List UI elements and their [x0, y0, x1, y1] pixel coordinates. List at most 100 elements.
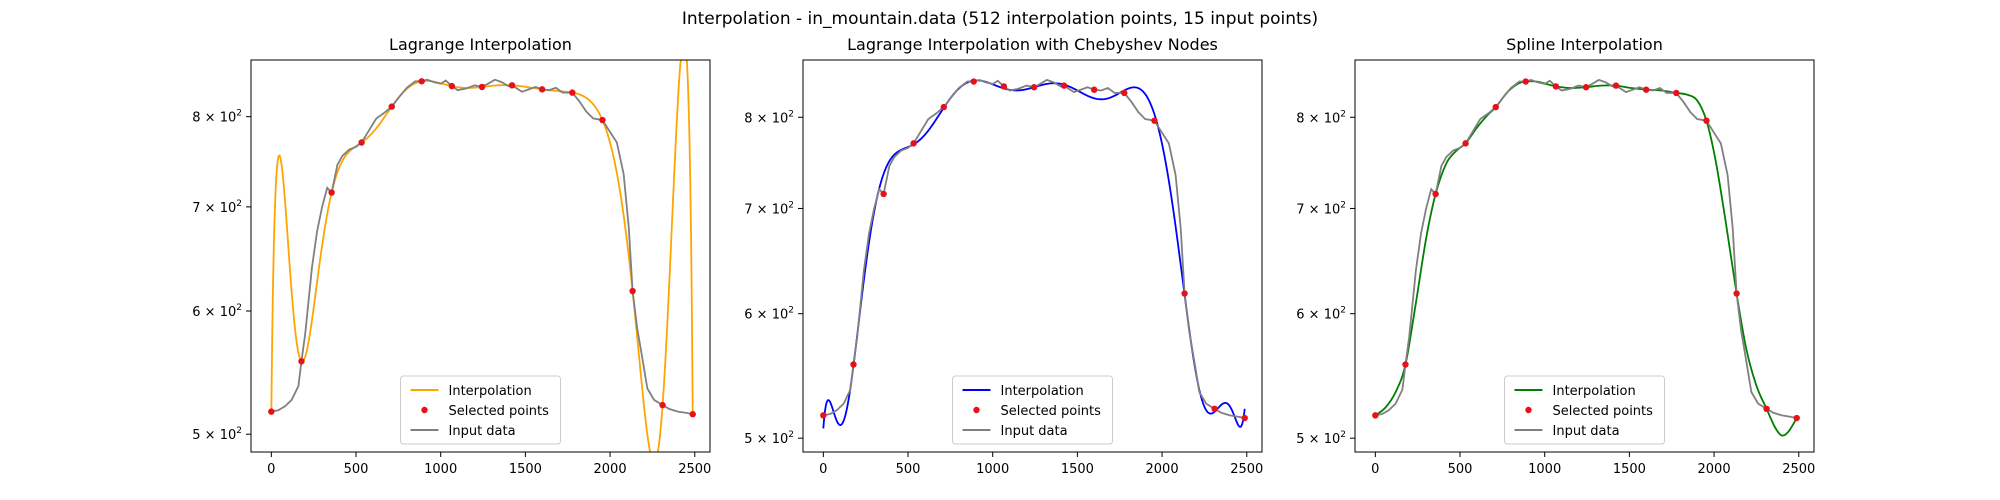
y-tick-label: 5 × 102	[744, 430, 794, 447]
x-tick-label: 1500	[509, 462, 542, 477]
legend-interpolation-label: Interpolation	[1553, 384, 1636, 399]
selected-point	[1462, 140, 1469, 147]
selected-point	[1181, 290, 1188, 297]
selected-point	[388, 103, 395, 110]
legend: Interpolation Selected points Input data	[1504, 375, 1665, 445]
selected-point	[689, 411, 696, 418]
legend-selected-label: Selected points	[1001, 404, 1102, 419]
legend-selected-swatch	[1525, 406, 1532, 414]
selected-point	[1090, 86, 1098, 93]
y-tick-label: 7 × 102	[744, 200, 794, 217]
selected-point	[910, 140, 917, 147]
selected-point	[1151, 117, 1158, 124]
selected-point	[880, 190, 887, 198]
selected-point	[1673, 89, 1680, 97]
x-tick-label: 1500	[1061, 462, 1094, 477]
selected-point	[599, 116, 606, 124]
selected-point	[1582, 84, 1590, 91]
selected-point	[418, 78, 425, 85]
x-tick-label: 1000	[1528, 462, 1561, 477]
x-tick-label: 0	[1371, 462, 1379, 477]
selected-point	[328, 189, 335, 196]
x-tick-label: 0	[267, 462, 275, 477]
legend-box	[952, 375, 1113, 445]
selected-point	[1522, 78, 1529, 85]
selected-point	[1492, 103, 1499, 111]
x-tick-label: 1500	[1613, 462, 1646, 477]
plot-area	[1372, 78, 1800, 437]
selected-point	[940, 103, 947, 111]
x-tick-label: 1000	[976, 462, 1009, 477]
legend-input-label: Input data	[449, 424, 516, 439]
y-tick-label: 6 × 102	[192, 303, 242, 320]
selected-point	[1372, 412, 1379, 419]
plot-area	[268, 60, 696, 452]
x-tick-label: 2000	[594, 462, 627, 477]
y-tick-label: 7 × 102	[1296, 200, 1346, 217]
legend-box	[400, 375, 561, 445]
plot-title: Spline Interpolation	[1506, 35, 1663, 54]
selected-point	[1000, 83, 1008, 90]
axes-frame	[802, 59, 1263, 453]
x-tick-label: 500	[896, 462, 921, 477]
legend: Interpolation Selected points Input data	[400, 375, 561, 445]
x-tick-label: 500	[1448, 462, 1473, 477]
selected-point	[1612, 82, 1620, 89]
legend-selected-label: Selected points	[1553, 404, 1654, 419]
selected-point	[538, 86, 546, 93]
x-tick-label: 1000	[424, 462, 457, 477]
selected-point	[659, 401, 666, 409]
legend: Interpolation Selected points Input data	[952, 375, 1113, 445]
legend-box	[1504, 375, 1665, 445]
selected-point	[569, 89, 576, 96]
legend-input-label: Input data	[1553, 424, 1620, 439]
selected-point	[1733, 290, 1740, 297]
plot-title: Lagrange Interpolation	[389, 35, 572, 54]
legend-input-label: Input data	[1001, 424, 1068, 439]
y-tick-label: 8 × 102	[1296, 109, 1346, 126]
x-tick-label: 2000	[1146, 462, 1179, 477]
x-tick-label: 2000	[1698, 462, 1731, 477]
x-tick-label: 2500	[678, 462, 711, 477]
figure-title: Interpolation - in_mountain.data (512 in…	[682, 9, 1318, 29]
legend-selected-swatch	[973, 406, 980, 414]
legend-selected-label: Selected points	[449, 404, 550, 419]
subplot-1: Lagrange Interpolation 0 500 1000 1500 2000 25…	[192, 35, 711, 477]
x-tick-label: 2500	[1782, 462, 1815, 477]
selected-point	[1552, 83, 1560, 90]
selected-point	[1642, 86, 1650, 93]
selected-point	[820, 412, 827, 419]
selected-point	[1432, 190, 1439, 198]
selected-point	[1060, 82, 1068, 89]
selected-point	[1030, 84, 1038, 91]
legend-selected-swatch	[421, 406, 428, 414]
selected-point	[448, 82, 456, 90]
selected-point	[1703, 117, 1710, 124]
y-tick-label: 6 × 102	[1296, 306, 1346, 323]
selected-point	[1211, 405, 1218, 413]
selected-point	[508, 82, 516, 89]
y-tick-label: 8 × 102	[192, 109, 242, 126]
selected-point	[358, 139, 365, 146]
x-tick-label: 2500	[1230, 462, 1263, 477]
legend-interpolation-label: Interpolation	[1001, 384, 1084, 399]
y-tick-label: 5 × 102	[192, 426, 242, 443]
axes-frame	[1354, 59, 1815, 453]
selected-point	[268, 408, 275, 415]
y-tick-label: 8 × 102	[744, 109, 794, 126]
y-tick-label: 7 × 102	[192, 199, 242, 216]
selected-point	[970, 78, 977, 85]
axes-frame	[250, 59, 711, 453]
selected-point	[1121, 89, 1128, 97]
selected-point	[850, 361, 857, 368]
y-tick-label: 6 × 102	[744, 306, 794, 323]
legend-interpolation-label: Interpolation	[449, 384, 532, 399]
x-tick-label: 0	[819, 462, 827, 477]
selected-point	[298, 358, 305, 365]
selected-point	[1793, 414, 1800, 422]
y-tick-label: 5 × 102	[1296, 430, 1346, 447]
x-tick-label: 500	[344, 462, 369, 477]
selected-point	[478, 83, 486, 91]
selected-point	[1763, 405, 1770, 413]
